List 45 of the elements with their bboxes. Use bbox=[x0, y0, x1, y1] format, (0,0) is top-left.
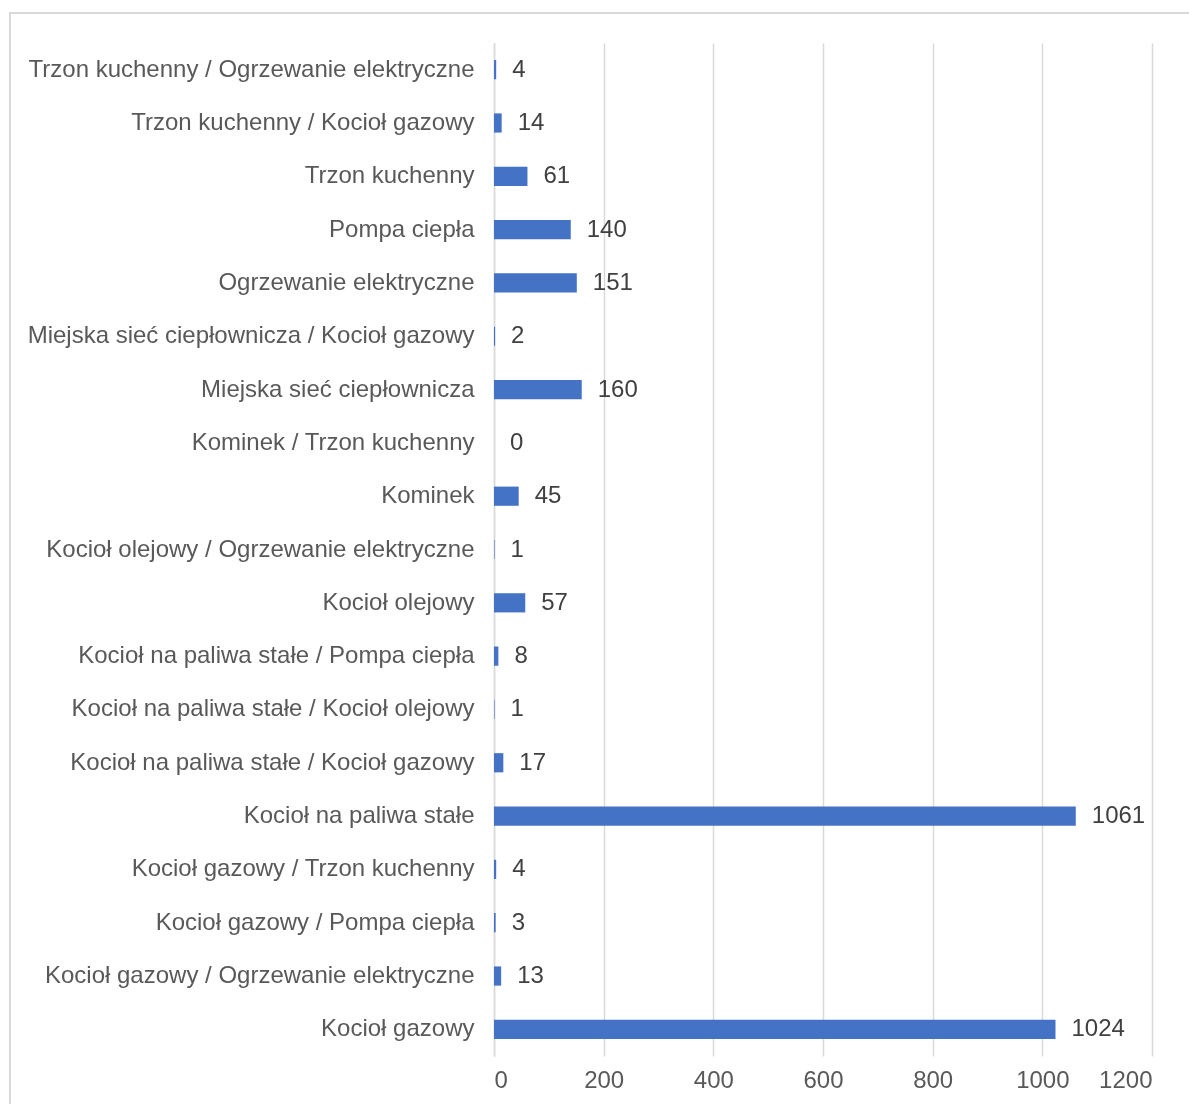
data-label: 0 bbox=[510, 427, 524, 455]
y-tick-label: Kocioł na paliwa stałe / Kocioł olejowy bbox=[71, 694, 475, 722]
data-label: 160 bbox=[597, 374, 638, 402]
y-tick-label: Kocioł olejowy / Ogrzewanie elektryczne bbox=[46, 534, 475, 562]
y-tick-label: Trzon kuchenny / Ogrzewanie elektryczne bbox=[28, 54, 475, 82]
x-tick-label: 400 bbox=[693, 1065, 734, 1093]
y-tick-label: Miejska sieć ciepłownicza bbox=[201, 374, 476, 402]
y-tick-label: Ogrzewanie elektryczne bbox=[218, 267, 475, 295]
x-tick-label: 1200 bbox=[1099, 1065, 1153, 1093]
data-label: 1024 bbox=[1071, 1014, 1125, 1042]
data-label: 17 bbox=[519, 747, 547, 775]
data-label: 1061 bbox=[1091, 801, 1146, 829]
y-tick-label: Kocioł na paliwa stałe / Kocioł gazowy bbox=[70, 747, 475, 775]
y-tick-label: Kocioł na paliwa stałe / Pompa ciepła bbox=[78, 641, 476, 669]
data-label: 61 bbox=[543, 161, 571, 189]
x-tick-label: 600 bbox=[803, 1065, 844, 1093]
y-tick-label: Kominek bbox=[381, 481, 476, 509]
x-tick-label: 800 bbox=[913, 1065, 954, 1093]
x-tick-label: 1000 bbox=[1016, 1065, 1070, 1093]
y-tick-label: Kominek / Trzon kuchenny bbox=[191, 427, 475, 455]
data-label: 4 bbox=[512, 54, 526, 82]
y-tick-label: Kocioł gazowy / Ogrzewanie elektryczne bbox=[44, 961, 475, 989]
y-tick-label: Kocioł na paliwa stałe bbox=[243, 801, 475, 829]
data-label: 45 bbox=[534, 481, 562, 509]
data-label: 151 bbox=[592, 267, 633, 295]
data-label: 4 bbox=[512, 854, 526, 882]
data-label: 2 bbox=[511, 321, 525, 349]
data-label: 1 bbox=[510, 694, 524, 722]
y-tick-label: Kocioł gazowy bbox=[321, 1014, 475, 1042]
x-tick-label: 0 bbox=[494, 1065, 508, 1093]
y-tick-label: Pompa ciepła bbox=[329, 214, 476, 242]
y-tick-label: Miejska sieć ciepłownicza / Kocioł gazowy bbox=[27, 321, 475, 349]
y-tick-label: Kocioł gazowy / Pompa ciepła bbox=[155, 907, 476, 935]
data-label: 8 bbox=[514, 641, 528, 669]
y-tick-label: Trzon kuchenny / Kocioł gazowy bbox=[131, 107, 475, 135]
data-label: 13 bbox=[517, 961, 544, 989]
x-tick-label: 200 bbox=[584, 1065, 625, 1093]
data-label: 57 bbox=[541, 587, 568, 615]
y-tick-label: Kocioł olejowy bbox=[322, 587, 475, 615]
y-tick-label: Kocioł gazowy / Trzon kuchenny bbox=[131, 854, 475, 882]
data-label: 1 bbox=[510, 534, 524, 562]
data-label: 3 bbox=[511, 907, 525, 935]
y-tick-label: Trzon kuchenny bbox=[304, 161, 475, 189]
data-label: 14 bbox=[517, 107, 545, 135]
data-label: 140 bbox=[586, 214, 627, 242]
